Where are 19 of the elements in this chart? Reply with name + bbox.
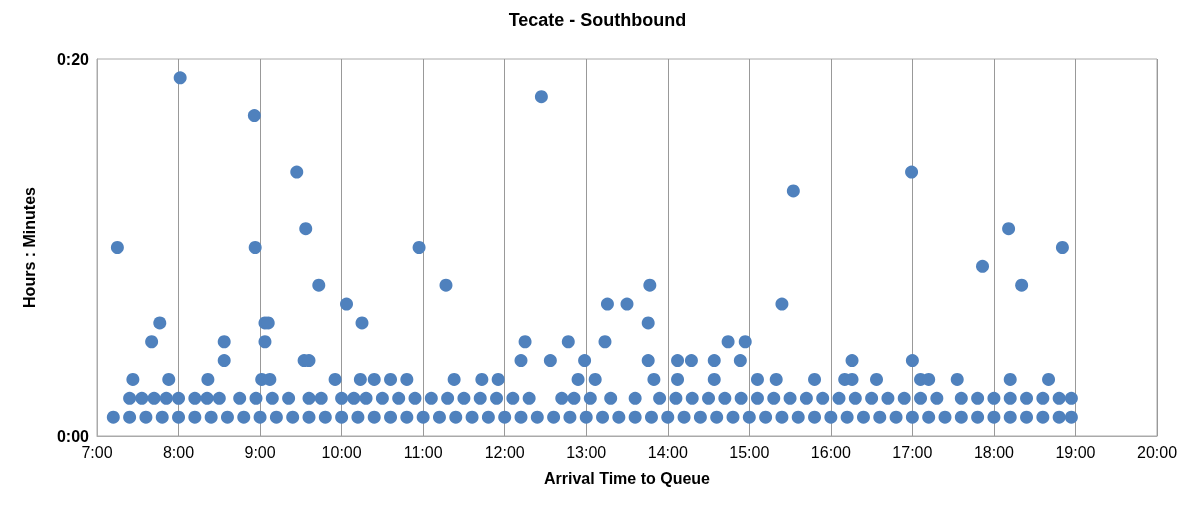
chart-title: Tecate - Southbound	[508, 10, 687, 30]
x-tick-label: 12:00	[484, 443, 525, 461]
x-tick-label: 10:00	[321, 443, 362, 461]
x-axis-title: Arrival Time to Queue	[544, 469, 711, 487]
x-tick-label: 17:00	[892, 443, 933, 461]
x-tick-label: 14:00	[647, 443, 688, 461]
x-tick-label: 9:00	[244, 443, 276, 461]
x-tick-label: 7:00	[81, 443, 113, 461]
x-tick-label: 15:00	[729, 443, 770, 461]
y-tick-label: 0:20	[56, 50, 90, 68]
x-tick-label: 19:00	[1055, 443, 1096, 461]
x-tick-label: 16:00	[810, 443, 851, 461]
y-tick-label: 0:00	[56, 427, 90, 445]
x-tick-label: 13:00	[566, 443, 607, 461]
x-tick-label: 20:00	[1136, 443, 1178, 461]
x-tick-label: 11:00	[403, 443, 443, 461]
x-tick-label: 18:00	[973, 443, 1015, 461]
x-tick-label: 8:00	[162, 443, 195, 461]
y-axis-title: Hours : Minutes	[20, 186, 38, 308]
